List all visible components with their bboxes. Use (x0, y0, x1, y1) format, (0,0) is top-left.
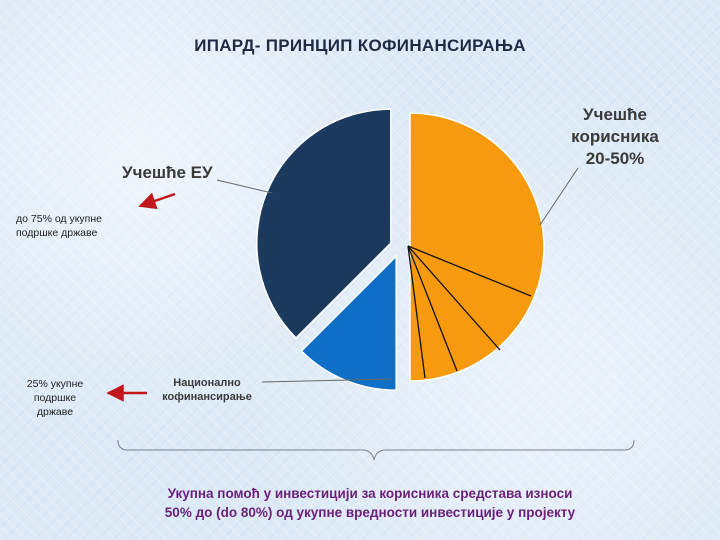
page-title: ИПАРД- ПРИНЦИП КОФИНАНСИРАЊА (194, 36, 526, 55)
national-support-note: 25% укупне подршке државе (16, 377, 94, 419)
divider-line (407, 245, 501, 351)
user-slice-label: Учешће корисника 20-50% (560, 104, 670, 170)
note-line: подршке (33, 392, 77, 404)
eu-slice-label: Учешће ЕУ (122, 163, 213, 182)
eu-note-arrow (138, 192, 176, 210)
national-label-line: кофинансирање (162, 391, 252, 403)
divider-line (407, 245, 426, 379)
user-label-line: корисника (571, 127, 659, 146)
divider-line (407, 245, 458, 372)
national-label-line: Национално (173, 377, 241, 389)
user-label-line: Учешће (583, 105, 647, 124)
note-line: 25% укупне (26, 378, 84, 390)
user-leader-line (539, 167, 579, 226)
summary-line: Укупна помоћ у инвестицији за корисника … (167, 486, 573, 501)
eu-support-note: до 75% од укупне подршке државе (16, 212, 134, 240)
divider-line (407, 245, 532, 297)
user-label-line: 20-50% (585, 149, 645, 168)
eu-leader-line (216, 179, 273, 194)
note-line: подршке државе (16, 227, 98, 239)
note-line: државе (36, 406, 74, 418)
national-slice-label: Национално кофинансирање (152, 376, 262, 404)
national-leader-line (261, 378, 393, 383)
summary-line: 50% до (do 80%) од укупне вредности инве… (164, 505, 576, 520)
user-participation-slice (409, 112, 545, 382)
summary-text: Укупна помоћ у инвестицији за корисника … (120, 484, 620, 522)
note-line: до 75% од укупне (16, 213, 103, 225)
user-slice-divider-lines (407, 245, 532, 379)
summary-brace (117, 439, 635, 461)
